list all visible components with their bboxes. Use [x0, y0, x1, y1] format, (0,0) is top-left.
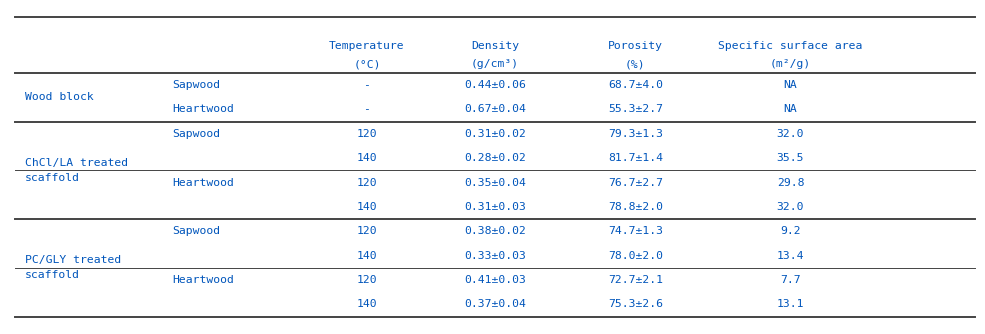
Text: 0.28±0.02: 0.28±0.02 — [464, 153, 526, 163]
Text: 78.0±2.0: 78.0±2.0 — [608, 251, 663, 261]
Text: PC/GLY treated
scaffold: PC/GLY treated scaffold — [25, 256, 121, 280]
Text: 81.7±1.4: 81.7±1.4 — [608, 153, 663, 163]
Text: 75.3±2.6: 75.3±2.6 — [608, 300, 663, 309]
Text: ChCl/LA treated
scaffold: ChCl/LA treated scaffold — [25, 158, 128, 183]
Text: 120: 120 — [357, 275, 377, 285]
Text: Temperature: Temperature — [329, 41, 405, 51]
Text: 120: 120 — [357, 178, 377, 187]
Text: 140: 140 — [357, 300, 377, 309]
Text: 7.7: 7.7 — [780, 275, 801, 285]
Text: (g/cm³): (g/cm³) — [471, 59, 519, 69]
Text: 0.33±0.03: 0.33±0.03 — [464, 251, 526, 261]
Text: 79.3±1.3: 79.3±1.3 — [608, 129, 663, 139]
Text: Density: Density — [471, 41, 519, 51]
Text: Specific surface area: Specific surface area — [718, 41, 863, 51]
Text: 32.0: 32.0 — [777, 129, 804, 139]
Text: Sapwood: Sapwood — [172, 129, 221, 139]
Text: 0.31±0.03: 0.31±0.03 — [464, 202, 526, 212]
Text: 35.5: 35.5 — [777, 153, 804, 163]
Text: 0.35±0.04: 0.35±0.04 — [464, 178, 526, 187]
Text: NA: NA — [784, 105, 797, 114]
Text: 32.0: 32.0 — [777, 202, 804, 212]
Text: Heartwood: Heartwood — [172, 275, 234, 285]
Text: 120: 120 — [357, 129, 377, 139]
Text: 72.7±2.1: 72.7±2.1 — [608, 275, 663, 285]
Text: 120: 120 — [357, 226, 377, 236]
Text: 13.1: 13.1 — [777, 300, 804, 309]
Text: 74.7±1.3: 74.7±1.3 — [608, 226, 663, 236]
Text: 29.8: 29.8 — [777, 178, 804, 187]
Text: 78.8±2.0: 78.8±2.0 — [608, 202, 663, 212]
Text: 0.37±0.04: 0.37±0.04 — [464, 300, 526, 309]
Text: Sapwood: Sapwood — [172, 226, 221, 236]
Text: NA: NA — [784, 80, 797, 90]
Text: Heartwood: Heartwood — [172, 105, 234, 114]
Text: -: - — [363, 80, 370, 90]
Text: 55.3±2.7: 55.3±2.7 — [608, 105, 663, 114]
Text: (m²/g): (m²/g) — [770, 59, 811, 69]
Text: 0.67±0.04: 0.67±0.04 — [464, 105, 526, 114]
Text: (%): (%) — [625, 59, 645, 69]
Text: 0.44±0.06: 0.44±0.06 — [464, 80, 526, 90]
Text: 13.4: 13.4 — [777, 251, 804, 261]
Text: Porosity: Porosity — [608, 41, 663, 51]
Text: 0.41±0.03: 0.41±0.03 — [464, 275, 526, 285]
Text: Sapwood: Sapwood — [172, 80, 221, 90]
Text: -: - — [363, 105, 370, 114]
Text: 68.7±4.0: 68.7±4.0 — [608, 80, 663, 90]
Text: 0.38±0.02: 0.38±0.02 — [464, 226, 526, 236]
Text: 76.7±2.7: 76.7±2.7 — [608, 178, 663, 187]
Text: (°C): (°C) — [354, 59, 380, 69]
Text: Heartwood: Heartwood — [172, 178, 234, 187]
Text: 140: 140 — [357, 251, 377, 261]
Text: 9.2: 9.2 — [780, 226, 801, 236]
Text: 140: 140 — [357, 202, 377, 212]
Text: 0.31±0.02: 0.31±0.02 — [464, 129, 526, 139]
Text: Wood block: Wood block — [25, 92, 94, 102]
Text: 140: 140 — [357, 153, 377, 163]
